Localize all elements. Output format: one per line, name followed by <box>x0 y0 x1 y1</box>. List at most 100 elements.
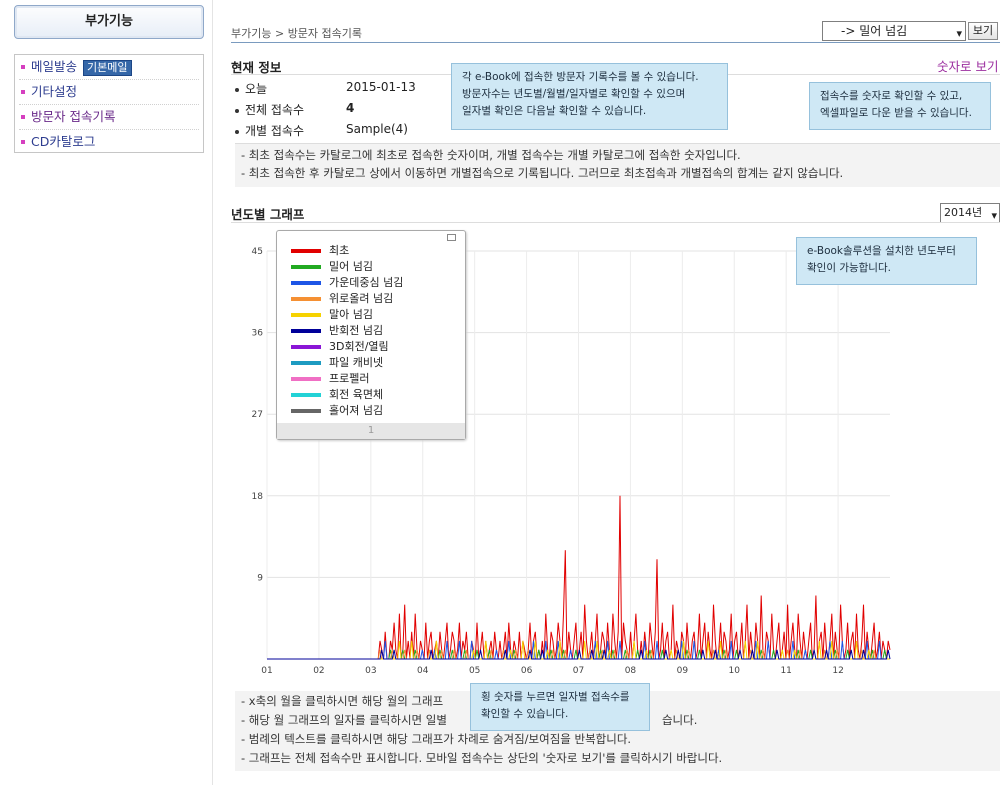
legend-swatch <box>291 345 321 349</box>
legend-collapse-icon[interactable] <box>447 234 456 241</box>
legend-item[interactable]: 3D회전/열림 <box>277 339 465 355</box>
x-tick-label[interactable]: 01 <box>261 666 272 676</box>
info-note: - 최초 접속한 후 카탈로그 상에서 이동하면 개별접속으로 기록됩니다. 그… <box>241 166 844 180</box>
sidebar-item-visitor-log[interactable]: 방문자 접속기록 <box>19 105 199 130</box>
x-tick-label[interactable]: 03 <box>365 666 376 676</box>
x-tick-label[interactable]: 08 <box>625 666 637 676</box>
legend-label: 가운데중심 넘김 <box>329 276 404 289</box>
legend-label: 반회전 넘김 <box>329 324 384 337</box>
legend-item[interactable]: 말아 넘김 <box>277 307 465 323</box>
numbers-tooltip: 접속수를 숫자로 확인할 수 있고, 엑셀파일로 다운 받을 수 있습니다. <box>809 82 991 130</box>
legend-swatch <box>291 329 321 333</box>
stat-total-value: 4 <box>346 101 355 115</box>
year-select-value: 2014년 <box>944 206 983 219</box>
legend-page-indicator: 1 <box>277 423 465 439</box>
stat-today-label: 오늘 <box>235 80 267 97</box>
axis-tooltip: 횡 숫자를 누르면 일자별 접속수를 확인할 수 있습니다. <box>470 683 650 731</box>
x-tick-label[interactable]: 06 <box>521 666 533 676</box>
legend-swatch <box>291 249 321 253</box>
legend-item[interactable]: 프로펠러 <box>277 371 465 387</box>
legend-label: 프로펠러 <box>329 372 370 385</box>
legend-item[interactable]: 회전 육면체 <box>277 387 465 403</box>
legend-label: 말아 넘김 <box>329 308 373 321</box>
x-tick-label[interactable]: 04 <box>417 666 429 676</box>
x-tick-label[interactable]: 09 <box>677 666 689 676</box>
legend-label: 회전 육면체 <box>329 388 384 401</box>
sidebar-menu: 메일발송 기본메일 기타설정 방문자 접속기록 CD카탈로그 <box>14 54 204 153</box>
legend-swatch <box>291 313 321 317</box>
legend-swatch <box>291 297 321 301</box>
stat-today-value: 2015-01-13 <box>346 80 416 94</box>
sidebar-item-label: CD카탈로그 <box>31 134 96 149</box>
chevron-down-icon: ▾ <box>991 209 997 222</box>
series-line <box>267 649 891 660</box>
graph-note: - 그래프는 전체 접속수만 표시합니다. 모바일 접속수는 상단의 '숫자로 … <box>241 751 723 765</box>
section-rule <box>231 222 1000 223</box>
chevron-down-icon: ▾ <box>956 27 962 40</box>
bullet-icon <box>235 108 239 113</box>
visitor-log-tooltip: 각 e-Book에 접속한 방문자 기록수를 볼 수 있습니다. 방문자수는 년도… <box>451 63 728 130</box>
bullet-icon <box>21 139 25 144</box>
y-tick-label: 18 <box>252 492 264 502</box>
current-info-title: 현재 정보 <box>231 60 282 75</box>
legend-label: 파일 캐비넷 <box>329 356 384 369</box>
sidebar-item-mail[interactable]: 메일발송 기본메일 <box>19 55 199 80</box>
legend-label: 3D회전/열림 <box>329 340 389 353</box>
y-tick-label: 36 <box>252 329 264 339</box>
legend-swatch <box>291 265 321 269</box>
info-note: - 최초 접속수는 카탈로그에 최초로 접속한 숫자이며, 개별 접속수는 개별… <box>241 148 741 162</box>
x-tick-label[interactable]: 12 <box>832 666 843 676</box>
basic-mail-badge[interactable]: 기본메일 <box>83 60 132 76</box>
view-button[interactable]: 보기 <box>968 22 998 40</box>
sidebar-divider <box>212 0 213 785</box>
x-tick-label[interactable]: 10 <box>729 666 741 676</box>
page-mode-value: -> 밀어 넘김 <box>841 24 908 38</box>
year-select[interactable]: 2014년 ▾ <box>940 203 1000 223</box>
legend-label: 최초 <box>329 244 350 257</box>
x-tick-label[interactable]: 02 <box>313 666 324 676</box>
sidebar-item-settings[interactable]: 기타설정 <box>19 80 199 105</box>
legend-label: 밀어 넘김 <box>329 260 373 273</box>
stat-individual-label: 개별 접속수 <box>235 122 304 139</box>
legend-item[interactable]: 위로올려 넘김 <box>277 291 465 307</box>
sidebar-item-label: 방문자 접속기록 <box>31 109 116 124</box>
legend-item[interactable]: 가운데중심 넘김 <box>277 275 465 291</box>
bullet-icon <box>21 89 25 94</box>
graph-section-title: 년도별 그래프 <box>231 207 305 222</box>
legend-item[interactable]: 파일 캐비넷 <box>277 355 465 371</box>
sidebar-item-cd-catalog[interactable]: CD카탈로그 <box>19 130 199 154</box>
bullet-icon <box>21 114 25 119</box>
page-mode-select[interactable]: -> 밀어 넘김 ▾ <box>822 21 966 41</box>
legend-swatch <box>291 361 321 365</box>
year-tooltip: e-Book솔루션을 설치한 년도부터 확인이 가능합니다. <box>796 237 977 285</box>
legend-label: 홀어져 넘김 <box>329 404 384 417</box>
legend-item[interactable]: 최초 <box>277 243 465 259</box>
graph-note: - 범례의 텍스트를 클릭하시면 해당 그래프가 차례로 숨겨짐/보여짐을 반복… <box>241 732 632 746</box>
y-tick-label: 9 <box>257 573 263 583</box>
legend-swatch <box>291 281 321 285</box>
legend-item[interactable]: 밀어 넘김 <box>277 259 465 275</box>
legend-label: 위로올려 넘김 <box>329 292 394 305</box>
bullet-icon <box>235 87 239 92</box>
y-tick-label: 45 <box>252 247 263 257</box>
sidebar-item-label: 기타설정 <box>31 84 78 99</box>
bullet-icon <box>21 64 25 69</box>
graph-note: - 해당 월 그래프의 일자를 클릭하시면 일별 습니다. <box>241 713 698 727</box>
legend-item[interactable]: 반회전 넘김 <box>277 323 465 339</box>
legend-item[interactable]: 홀어져 넘김 <box>277 403 465 419</box>
sidebar-title: 부가기능 <box>14 5 204 39</box>
x-tick-label[interactable]: 11 <box>780 666 791 676</box>
view-as-numbers-link[interactable]: 숫자로 보기 <box>937 59 999 74</box>
y-tick-label: 27 <box>252 410 263 420</box>
breadcrumb: 부가기능 > 방문자 접속기록 <box>231 27 363 40</box>
graph-notes: - x축의 월을 클릭하시면 해당 월의 그래프 - 해당 월 그래프의 일자를… <box>235 691 1000 771</box>
legend-swatch <box>291 377 321 381</box>
header-rule <box>231 42 1000 43</box>
legend-swatch <box>291 409 321 413</box>
x-tick-label[interactable]: 07 <box>573 666 584 676</box>
sidebar-item-label: 메일발송 <box>31 59 78 74</box>
bullet-icon <box>235 129 239 134</box>
x-tick-label[interactable]: 05 <box>469 666 480 676</box>
stat-individual-value: Sample(4) <box>346 122 408 136</box>
